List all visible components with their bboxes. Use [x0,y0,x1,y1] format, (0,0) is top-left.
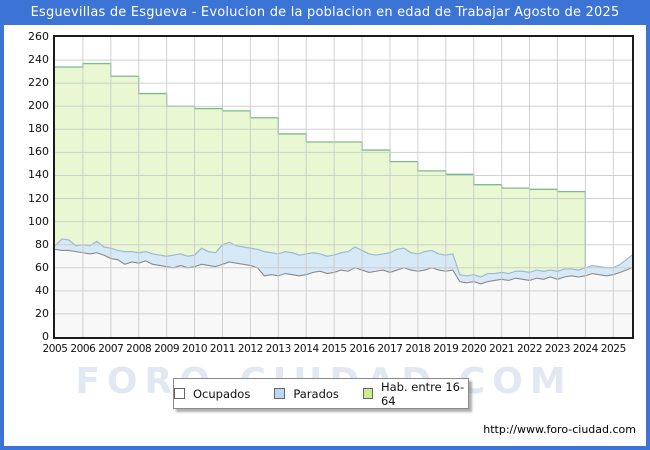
x-tick-label: 2011 [209,343,236,355]
y-tick-label: 20 [35,306,49,320]
x-tick-label: 2005 [42,343,68,355]
y-tick-label: 0 [42,330,49,343]
legend-label-parados: Parados [293,386,339,401]
x-tick-label: 2014 [293,343,320,355]
legend-item-parados: Parados [274,387,339,401]
x-tick-label: 2010 [182,343,208,355]
y-tick-label: 200 [28,99,49,113]
y-tick-label: 120 [28,191,49,205]
x-tick-label: 2013 [265,343,292,355]
x-tick-label: 2021 [489,343,515,355]
hab-16-64-swatch-icon [362,388,373,399]
x-tick-label: 2015 [321,343,348,355]
y-tick-label: 140 [28,168,49,182]
y-tick-label: 60 [35,260,49,274]
x-tick-label: 2023 [544,343,571,355]
ocupados-swatch-icon [174,388,185,399]
x-tick-label: 2016 [349,343,376,355]
legend-label-hab16-64: Hab. entre 16-64 [380,379,465,408]
x-tick-label: 2009 [154,343,180,355]
legend-item-ocupados: Ocupados [174,387,250,401]
legend-label-ocupados: Ocupados [193,386,251,401]
x-tick-label: 2020 [461,343,487,355]
chart-canvas [55,37,632,337]
chart-area-background: FORO-CIUDAD.COM 020406080100120140160180… [4,25,646,446]
plot-area [53,35,634,339]
x-tick-label: 2012 [237,343,264,355]
y-tick-label: 260 [28,30,49,43]
x-tick-label: 2007 [98,343,124,355]
parados-swatch-icon [274,388,286,399]
y-tick-label: 40 [35,283,49,297]
x-tick-label: 2006 [70,343,96,355]
page-title: Esguevillas de Esgueva - Evolucion de la… [30,5,620,20]
x-tick-label: 2025 [600,343,627,355]
legend-box: Ocupados Parados Hab. entre 16-64 [173,378,469,409]
y-tick-label: 240 [28,53,49,67]
x-tick-label: 2018 [405,343,431,355]
x-tick-label: 2008 [126,343,152,355]
y-tick-label: 220 [28,76,49,90]
title-bar: Esguevillas de Esgueva - Evolucion de la… [0,0,650,25]
y-tick-label: 160 [28,145,49,159]
x-tick-label: 2019 [433,343,459,355]
y-tick-label: 180 [28,122,49,136]
y-tick-label: 80 [35,237,49,251]
x-tick-label: 2022 [516,343,543,355]
x-tick-label: 2024 [572,343,599,355]
legend-item-hab16-64: Hab. entre 16-64 [362,379,468,408]
x-tick-label: 2017 [377,343,403,355]
y-tick-label: 100 [28,214,49,228]
site-url-text: http://www.foro-ciudad.com [483,423,636,436]
